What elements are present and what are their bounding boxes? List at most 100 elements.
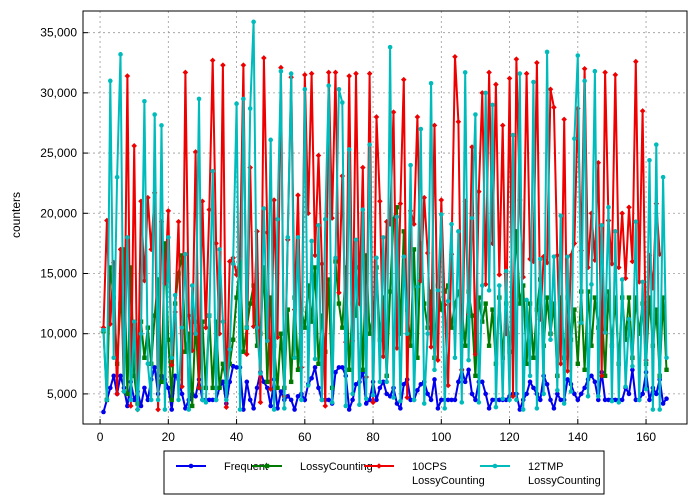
data-point	[148, 397, 154, 403]
data-point	[162, 241, 168, 246]
data-point	[125, 391, 130, 397]
data-point	[575, 361, 581, 366]
data-point	[226, 258, 233, 265]
data-point	[182, 69, 189, 76]
data-point	[568, 252, 574, 259]
data-point	[374, 397, 379, 403]
data-point	[206, 313, 212, 318]
data-point	[595, 159, 602, 166]
data-point	[650, 407, 656, 412]
data-point	[565, 377, 570, 382]
data-point	[302, 325, 308, 330]
data-point	[615, 264, 622, 271]
data-point	[360, 207, 366, 212]
data-point	[142, 355, 147, 360]
data-point	[486, 69, 492, 76]
data-point	[261, 379, 267, 385]
data-point	[483, 391, 488, 397]
data-point	[561, 401, 567, 406]
data-point	[582, 78, 587, 84]
legend-label: LossyCounting	[300, 461, 373, 473]
data-point	[165, 208, 172, 214]
data-point	[186, 331, 191, 336]
data-point	[329, 400, 335, 405]
data-point	[366, 70, 373, 77]
data-point	[179, 391, 185, 397]
data-point	[466, 357, 471, 363]
data-point	[428, 397, 434, 403]
data-point	[510, 393, 516, 400]
data-point	[633, 219, 639, 225]
legend-marker	[492, 463, 498, 469]
data-point	[612, 72, 619, 78]
plot-area-border	[82, 10, 688, 425]
data-point	[128, 265, 133, 270]
data-point	[565, 254, 570, 259]
data-point	[613, 295, 618, 300]
data-point	[462, 379, 468, 385]
data-point	[432, 367, 437, 373]
data-point	[640, 391, 645, 397]
data-point	[660, 174, 666, 180]
data-point	[582, 367, 587, 373]
data-point	[285, 235, 291, 240]
data-point	[421, 194, 428, 201]
data-point	[261, 206, 267, 211]
data-point	[640, 279, 645, 285]
data-point	[572, 307, 577, 312]
data-point	[357, 402, 362, 408]
data-point	[227, 347, 233, 352]
data-point	[306, 283, 311, 288]
data-point	[244, 379, 250, 385]
data-point	[343, 403, 349, 409]
data-point	[295, 192, 301, 199]
data-point	[462, 343, 468, 348]
data-point	[479, 283, 485, 288]
data-point	[408, 397, 413, 403]
legend: Frequent LossyCounting 10CPS LossyCounting 1…	[163, 450, 605, 495]
data-point	[557, 360, 564, 367]
data-point	[421, 401, 427, 406]
data-point	[472, 351, 479, 357]
data-point	[455, 118, 462, 125]
legend-box	[163, 450, 605, 495]
data-point	[629, 258, 636, 265]
data-point	[517, 407, 523, 412]
data-point	[541, 391, 546, 397]
data-point	[333, 255, 338, 261]
legend-label: 12TMP	[528, 461, 563, 473]
data-point	[401, 381, 407, 387]
data-point	[340, 100, 345, 105]
data-point	[483, 90, 488, 96]
data-point	[428, 80, 434, 86]
data-point	[664, 396, 669, 402]
data-point	[534, 59, 540, 66]
data-point	[111, 373, 117, 379]
data-point	[206, 397, 212, 403]
data-point	[340, 365, 345, 370]
data-point	[415, 387, 420, 393]
data-point	[100, 324, 107, 331]
series-3	[101, 19, 669, 412]
data-point	[312, 365, 318, 370]
data-point	[220, 379, 226, 385]
data-point	[490, 397, 495, 403]
data-point	[234, 101, 239, 107]
y-tick-label: 20,000	[40, 206, 77, 220]
data-point	[250, 323, 257, 330]
data-point	[176, 271, 181, 276]
data-point	[531, 385, 536, 391]
data-point	[254, 325, 260, 330]
data-point	[398, 406, 403, 411]
data-point	[585, 289, 591, 294]
data-point	[176, 397, 181, 403]
data-point	[595, 394, 601, 399]
data-point	[551, 254, 557, 259]
data-point	[169, 397, 174, 403]
data-point	[452, 301, 458, 306]
data-point	[592, 295, 598, 300]
data-point	[449, 325, 454, 330]
data-point	[363, 401, 369, 406]
data-point	[606, 204, 611, 210]
data-point	[404, 394, 410, 401]
